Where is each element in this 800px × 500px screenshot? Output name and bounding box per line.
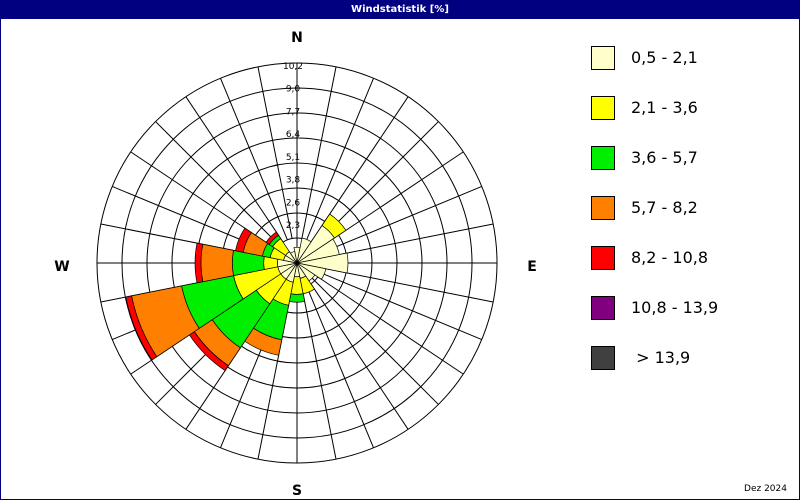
grid-spoke (321, 267, 494, 303)
grid-spoke (306, 78, 374, 241)
grid-spoke (301, 287, 337, 460)
grid-spoke (257, 66, 293, 239)
compass-label-west: W (54, 259, 69, 275)
radial-tick-label: 9,0 (286, 85, 301, 95)
legend-swatch (591, 96, 615, 120)
wind-sector (296, 262, 327, 280)
window-title: Windstatistik [%] (1, 1, 799, 19)
legend-item: 10,8 - 13,9 (591, 296, 791, 322)
grid-spoke (321, 223, 494, 259)
wind-sector (288, 293, 306, 303)
grid-spoke (319, 272, 482, 340)
grid-spoke (220, 78, 288, 241)
legend-item: 5,7 - 8,2 (591, 196, 791, 222)
legend-swatch (591, 46, 615, 70)
legend-label: 0,5 - 2,1 (631, 48, 698, 67)
radial-tick-label: 3,8 (286, 176, 301, 186)
grid-spoke (310, 283, 409, 430)
radial-tick-label: 6,4 (286, 130, 301, 140)
wind-rose-chart: 2,3 2,6 3,8 5,1 6,4 7,7 9,0 10,2 N E S W (54, 30, 537, 499)
legend-swatch (591, 146, 615, 170)
wind-sector (235, 227, 252, 253)
radial-tick-label: 5,1 (286, 153, 300, 163)
grid-spoke (185, 96, 284, 243)
wind-sector (296, 252, 349, 274)
compass-label-east: E (527, 259, 537, 275)
wind-sector (125, 295, 158, 361)
legend-label: > 13,9 (631, 348, 691, 367)
wind-sector (200, 243, 234, 283)
legend-item: > 13,9 (591, 346, 791, 372)
legend-swatch (591, 246, 615, 270)
legend-swatch (591, 346, 615, 370)
wind-sector (321, 213, 347, 239)
legend-label: 8,2 - 10,8 (631, 248, 709, 267)
legend-item: 0,5 - 2,1 (591, 46, 791, 72)
grid-spoke (296, 262, 439, 405)
radial-tick-label: 7,7 (286, 107, 300, 117)
radial-tick-label: 10,2 (283, 62, 303, 72)
compass-label-north: N (291, 30, 303, 46)
legend-label: 10,8 - 13,9 (631, 298, 719, 317)
grid-spoke (317, 276, 464, 375)
grid-spoke (301, 66, 337, 239)
period-label: Dez 2024 (744, 484, 787, 494)
grid-spoke (306, 285, 374, 448)
legend-item: 8,2 - 10,8 (591, 246, 791, 272)
legend-label: 2,1 - 3,6 (631, 98, 698, 117)
legend-swatch (591, 196, 615, 220)
radial-tick-label: 2,3 (286, 221, 300, 231)
wind-sector (265, 231, 279, 245)
legend-label: 5,7 - 8,2 (631, 198, 698, 217)
legend-item: 3,6 - 5,7 (591, 146, 791, 172)
wind-sector (194, 242, 204, 284)
legend-item: 2,1 - 3,6 (591, 96, 791, 122)
grid-spoke (319, 186, 482, 254)
compass-label-south: S (292, 483, 302, 499)
wind-sectors (125, 213, 349, 372)
legend-swatch (591, 296, 615, 320)
wind-sector (289, 251, 298, 264)
radial-tick-labels: 2,3 2,6 3,8 5,1 6,4 7,7 9,0 10,2 (283, 62, 303, 231)
legend-label: 3,6 - 5,7 (631, 148, 698, 167)
radial-tick-label: 2,6 (286, 198, 301, 208)
